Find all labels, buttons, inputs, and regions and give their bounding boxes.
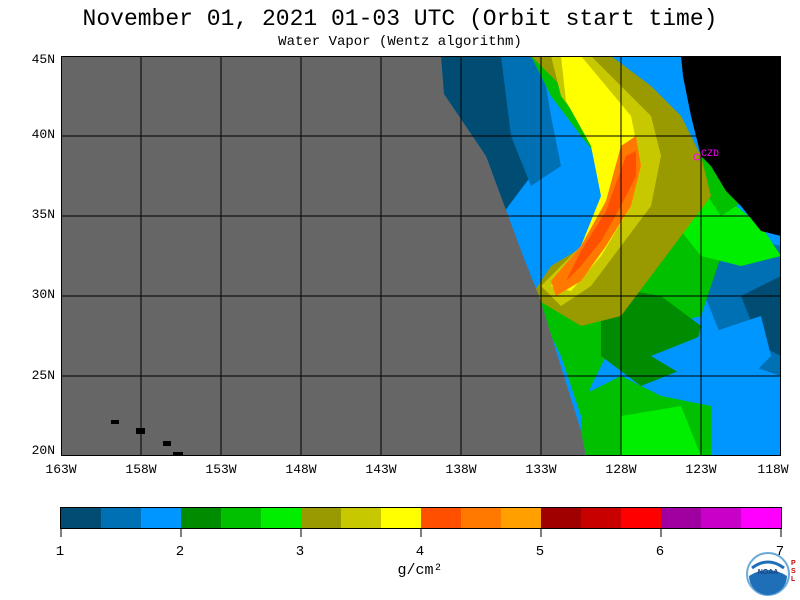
colorbar-swatch <box>181 508 221 528</box>
lat-label: 25N <box>31 368 55 383</box>
lat-label: 45N <box>31 52 55 67</box>
colorbar-swatch <box>741 508 781 528</box>
colorbar-swatch <box>301 508 341 528</box>
lon-label: 118W <box>757 462 789 477</box>
lon-label: 153W <box>205 462 237 477</box>
colorbar-swatch <box>701 508 741 528</box>
colorbar-swatch <box>621 508 661 528</box>
colorbar-swatch <box>461 508 501 528</box>
lon-label: 143W <box>365 462 397 477</box>
lat-label: 30N <box>31 287 55 302</box>
colorbar-unit: g/cm² <box>397 562 443 579</box>
colorbar-swatch <box>501 508 541 528</box>
lon-label: 148W <box>285 462 317 477</box>
map-subtitle: Water Vapor (Wentz algorithm) <box>278 34 522 50</box>
lon-label: 128W <box>605 462 637 477</box>
colorbar-swatch <box>381 508 421 528</box>
colorbar-tick-label: 5 <box>535 544 545 560</box>
lon-label: 163W <box>45 462 77 477</box>
colorbar <box>60 507 782 537</box>
colorbar-tick-label: 6 <box>655 544 665 560</box>
lon-label: 123W <box>685 462 717 477</box>
colorbar-swatch <box>61 508 101 528</box>
colorbar-swatch <box>421 508 461 528</box>
station-marker <box>693 153 701 161</box>
colorbar-tick-label: 1 <box>55 544 65 560</box>
noaa-logo-text: NOAA <box>758 569 779 576</box>
colorbar-swatch <box>541 508 581 528</box>
colorbar-swatch <box>141 508 181 528</box>
lat-label: 40N <box>31 127 55 142</box>
water-vapor-map: CZD <box>61 56 781 456</box>
lat-label: 20N <box>31 443 55 458</box>
noaa-logo: NOAA <box>746 552 790 596</box>
colorbar-tick-label: 3 <box>295 544 305 560</box>
land-north-america <box>681 56 781 236</box>
station-label: CZD <box>701 149 719 160</box>
colorbar-tick-label: 7 <box>775 544 785 560</box>
lon-label: 138W <box>445 462 477 477</box>
colorbar-swatch <box>341 508 381 528</box>
lat-label: 35N <box>31 207 55 222</box>
colorbar-swatch <box>101 508 141 528</box>
colorbar-swatch <box>581 508 621 528</box>
colorbar-tick-label: 2 <box>175 544 185 560</box>
map-title: November 01, 2021 01-03 UTC (Orbit start… <box>82 6 718 32</box>
lon-label: 133W <box>525 462 557 477</box>
colorbar-swatch <box>221 508 261 528</box>
lon-label: 158W <box>125 462 157 477</box>
colorbar-swatch <box>261 508 301 528</box>
map-grid <box>61 56 781 456</box>
colorbar-tick-label: 4 <box>415 544 425 560</box>
colorbar-swatch <box>661 508 701 528</box>
